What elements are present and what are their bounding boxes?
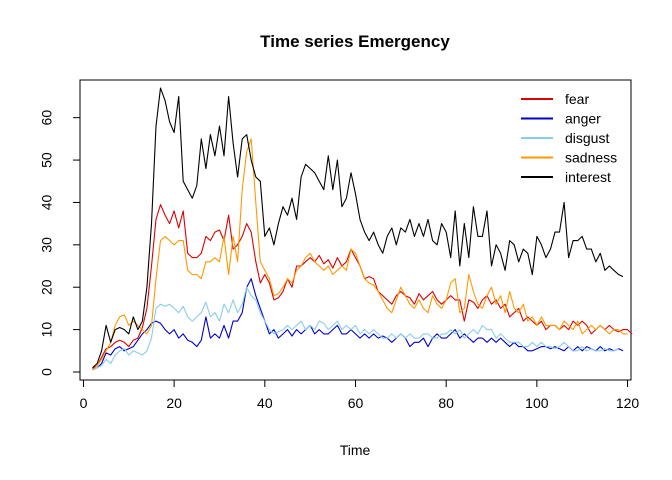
x-axis: 0 20 40 60 80 100 120 (80, 379, 640, 411)
plot-frame (79, 79, 632, 381)
y-tick-label: 10 (39, 322, 55, 338)
series-fear (92, 204, 633, 370)
series-anger (92, 278, 624, 371)
chart-title: Time series Emergency (260, 32, 450, 51)
x-tick-label: 120 (616, 395, 640, 411)
y-tick-label: 20 (39, 279, 55, 295)
legend: fear anger disgust sadness interest (521, 91, 617, 185)
x-tick-label: 0 (80, 395, 88, 411)
series-interest (92, 87, 624, 369)
y-tick-label: 60 (39, 110, 55, 126)
y-tick-label: 30 (39, 237, 55, 253)
x-tick-label: 40 (257, 395, 273, 411)
y-tick-label: 40 (39, 194, 55, 210)
legend-label-fear: fear (565, 91, 589, 107)
x-axis-label: Time (340, 442, 371, 458)
x-tick-label: 100 (525, 395, 549, 411)
y-tick-label: 0 (39, 368, 55, 376)
legend-label-disgust: disgust (565, 130, 609, 146)
x-tick-label: 20 (166, 395, 182, 411)
x-tick-label: 60 (348, 395, 364, 411)
series-sadness (92, 138, 628, 371)
x-tick-label: 80 (438, 395, 454, 411)
series-disgust (92, 286, 619, 371)
y-tick-label: 50 (39, 152, 55, 168)
y-axis: 0 10 20 30 40 50 60 (39, 110, 81, 376)
legend-label-sadness: sadness (565, 150, 617, 166)
series-lines (92, 87, 633, 371)
legend-label-anger: anger (565, 111, 601, 127)
legend-label-interest: interest (565, 169, 611, 185)
